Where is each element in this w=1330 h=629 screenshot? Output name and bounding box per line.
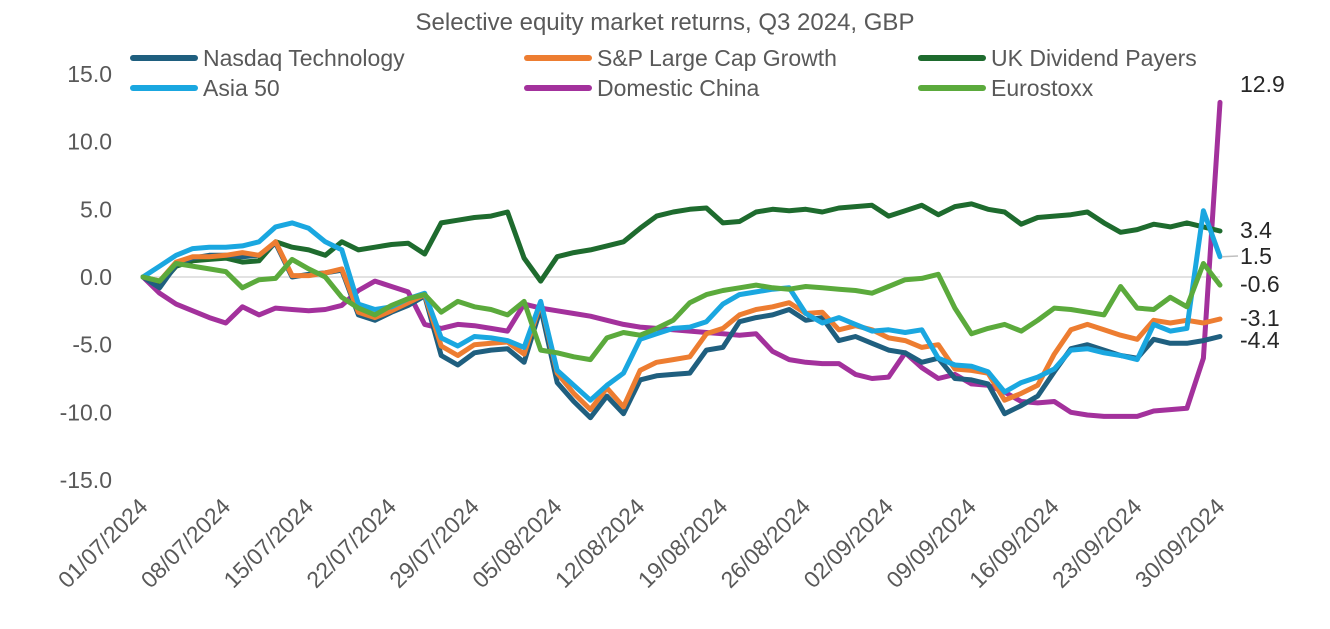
- legend-item: UK Dividend Payers: [918, 45, 1197, 71]
- y-tick-label: -15.0: [60, 467, 112, 493]
- leader-line: [1221, 255, 1239, 258]
- y-tick-label: 0.0: [80, 264, 112, 290]
- y-tick-label: 5.0: [80, 196, 112, 222]
- y-tick-label: -5.0: [72, 332, 112, 358]
- end-value-label: -4.4: [1240, 327, 1280, 353]
- end-value-label: -3.1: [1240, 305, 1280, 331]
- legend-item: Asia 50: [130, 75, 280, 101]
- legend-label: Eurostoxx: [991, 75, 1094, 101]
- x-tick-label: 30/09/2024: [1130, 493, 1230, 593]
- y-tick-label: 15.0: [67, 61, 112, 87]
- chart-title: Selective equity market returns, Q3 2024…: [416, 9, 915, 36]
- legend-label: Domestic China: [597, 75, 760, 101]
- legend-label: Asia 50: [203, 75, 280, 101]
- legend-label: S&P Large Cap Growth: [597, 45, 837, 71]
- legend-item: Eurostoxx: [918, 75, 1094, 101]
- series-line-asia-50: [140, 208, 1223, 403]
- legend-item: Nasdaq Technology: [130, 45, 405, 71]
- y-axis: 15.0 10.0 5.0 0.0 -5.0 -10.0 -15.0: [60, 61, 112, 493]
- series-layer: [140, 99, 1223, 421]
- end-value-label: 3.4: [1240, 217, 1272, 243]
- x-axis: 01/07/202408/07/202415/07/202422/07/2024…: [53, 493, 1230, 593]
- series-line-eurostoxx: [140, 256, 1223, 363]
- legend-item: S&P Large Cap Growth: [524, 45, 837, 71]
- end-value-label: 1.5: [1240, 243, 1272, 269]
- end-labels: -4.4-3.1 3.41.5 12.9 -0.6: [1221, 71, 1285, 353]
- end-value-label: -0.6: [1240, 271, 1280, 297]
- y-tick-label: 10.0: [67, 129, 112, 155]
- end-value-label: 12.9: [1240, 71, 1285, 97]
- y-tick-label: -10.0: [60, 399, 112, 425]
- chart-legend: Nasdaq Technology S&P Large Cap Growth UK …: [130, 45, 1197, 101]
- series-line-domestic-china: [140, 99, 1223, 419]
- legend-label: UK Dividend Payers: [991, 45, 1197, 71]
- series-line-uk-dividend-payers: [140, 201, 1223, 288]
- legend-label: Nasdaq Technology: [203, 45, 405, 71]
- legend-item: Domestic China: [524, 75, 760, 101]
